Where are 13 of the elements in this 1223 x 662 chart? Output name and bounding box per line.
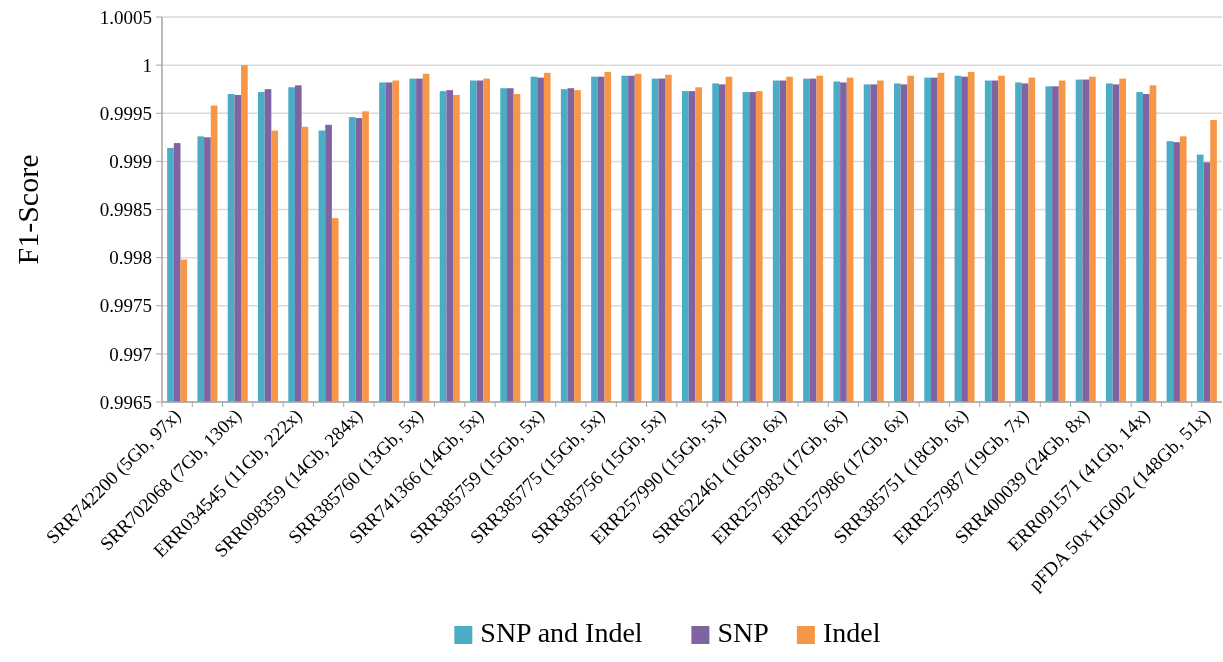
y-tick-label: 0.9975 <box>99 295 152 317</box>
y-tick-label: 0.9985 <box>99 199 152 221</box>
y-tick-label: 1.0005 <box>99 6 152 28</box>
legend-label: Indel <box>822 617 881 648</box>
y-tick-label: 0.9995 <box>99 102 152 124</box>
y-tick-label: 0.997 <box>109 343 152 365</box>
legend-label: SNP and Indel <box>480 617 643 648</box>
y-tick-label: 0.998 <box>109 247 152 269</box>
y-axis-title: F1-Score <box>11 154 44 265</box>
legend-label: SNP <box>717 617 769 648</box>
y-tick-label: 1 <box>142 54 152 76</box>
y-tick-label: 0.999 <box>109 151 152 173</box>
y-tick-label: 0.9965 <box>99 391 152 413</box>
